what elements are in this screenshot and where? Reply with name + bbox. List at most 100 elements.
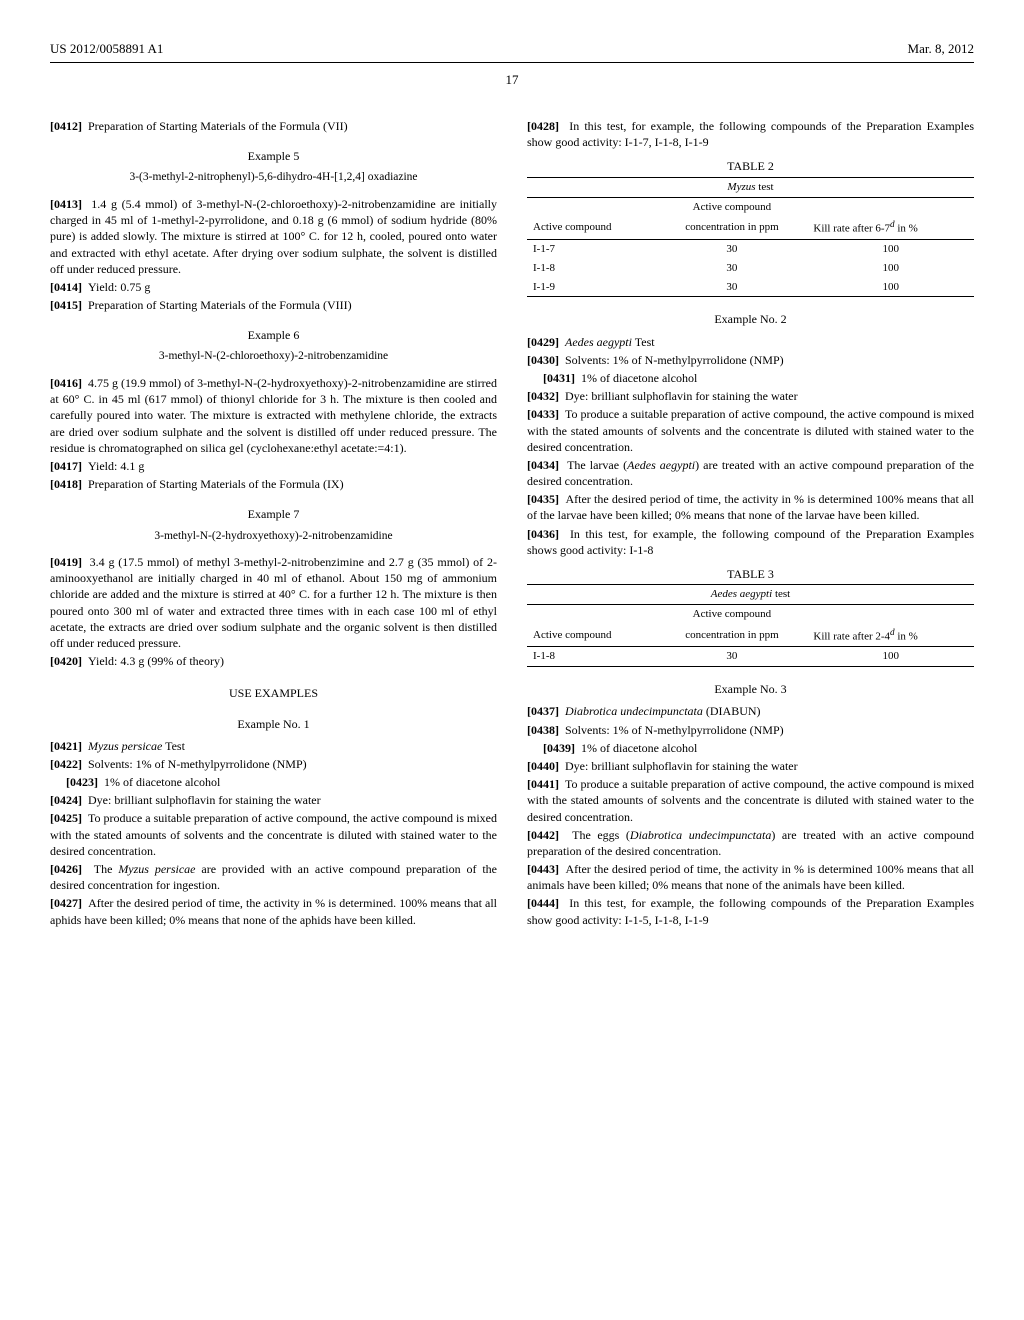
para-text: Solvents: 1% of N-methylpyrrolidone (NMP…	[565, 723, 784, 737]
para-text: Test	[162, 739, 185, 753]
publication-number: US 2012/0058891 A1	[50, 40, 163, 58]
compound-name: 3-methyl-N-(2-chloroethoxy)-2-nitrobenza…	[50, 349, 497, 365]
para-text: Dye: brilliant sulphoflavin for staining…	[565, 759, 798, 773]
species-name: Aedes aegypti	[627, 458, 695, 472]
para-text: Yield: 4.3 g (99% of theory)	[88, 654, 224, 668]
para-number: [0419]	[50, 555, 82, 569]
para-number: [0416]	[50, 376, 82, 390]
table-caption: TABLE 3	[527, 566, 974, 582]
para-number: [0425]	[50, 811, 82, 825]
para-number: [0442]	[527, 828, 559, 842]
para-text: The eggs (	[572, 828, 630, 842]
para-text: Test	[632, 335, 655, 349]
para-number: [0414]	[50, 280, 82, 294]
paragraph: [0431] 1% of diacetone alcohol	[543, 370, 974, 386]
para-number: [0428]	[527, 119, 559, 133]
paragraph: [0428] In this test, for example, the fo…	[527, 118, 974, 150]
para-number: [0433]	[527, 407, 559, 421]
para-text: 1% of diacetone alcohol	[581, 741, 697, 755]
para-text: Solvents: 1% of N-methylpyrrolidone (NMP…	[565, 353, 784, 367]
para-text: Yield: 4.1 g	[88, 459, 144, 473]
paragraph: [0418] Preparation of Starting Materials…	[50, 476, 497, 492]
para-number: [0432]	[527, 389, 559, 403]
paragraph: [0412] Preparation of Starting Materials…	[50, 118, 497, 134]
table-row: I-1-930100	[527, 278, 974, 297]
species-name: Diabrotica undecimpunctata	[630, 828, 771, 842]
para-number: [0423]	[66, 775, 98, 789]
para-number: [0431]	[543, 371, 575, 385]
paragraph: [0442] The eggs (Diabrotica undecimpunct…	[527, 827, 974, 859]
para-number: [0436]	[527, 527, 559, 541]
para-number: [0413]	[50, 197, 82, 211]
example-heading: Example 6	[50, 327, 497, 343]
table-2: TABLE 2 Myzus test Active compound Activ…	[527, 158, 974, 297]
species-name: Diabrotica undecimpunctata	[565, 704, 703, 718]
paragraph: [0441] To produce a suitable preparation…	[527, 776, 974, 825]
col-header	[527, 605, 656, 624]
para-text: The larvae (	[567, 458, 627, 472]
example-heading: Example No. 3	[527, 681, 974, 697]
para-text: After the desired period of time, the ac…	[50, 896, 497, 926]
col-header: Active compound	[527, 624, 656, 647]
para-number: [0427]	[50, 896, 82, 910]
para-number: [0437]	[527, 704, 559, 718]
para-text: To produce a suitable preparation of act…	[527, 407, 974, 453]
paragraph: [0434] The larvae (Aedes aegypti) are tr…	[527, 457, 974, 489]
para-text: After the desired period of time, the ac…	[527, 492, 974, 522]
col-header: Kill rate after 2-4d in %	[807, 624, 974, 647]
para-text: Dye: brilliant sulphoflavin for staining…	[565, 389, 798, 403]
two-column-layout: [0412] Preparation of Starting Materials…	[50, 118, 974, 930]
table-row: I-1-830100	[527, 647, 974, 667]
paragraph: [0423] 1% of diacetone alcohol	[66, 774, 497, 790]
paragraph: [0444] In this test, for example, the fo…	[527, 895, 974, 927]
col-header: Active compound	[527, 216, 656, 239]
example-heading: Example 5	[50, 148, 497, 164]
para-number: [0434]	[527, 458, 559, 472]
para-number: [0420]	[50, 654, 82, 668]
para-number: [0424]	[50, 793, 82, 807]
col-header: Active compound	[656, 605, 807, 624]
publication-date: Mar. 8, 2012	[908, 40, 974, 58]
left-column: [0412] Preparation of Starting Materials…	[50, 118, 497, 930]
para-number: [0421]	[50, 739, 82, 753]
para-text: In this test, for example, the following…	[527, 527, 974, 557]
data-table: Myzus test Active compound Active compou…	[527, 177, 974, 298]
paragraph: [0438] Solvents: 1% of N-methylpyrrolido…	[527, 722, 974, 738]
paragraph: [0430] Solvents: 1% of N-methylpyrrolido…	[527, 352, 974, 368]
paragraph: [0429] Aedes aegypti Test	[527, 334, 974, 350]
example-heading: Example 7	[50, 506, 497, 522]
para-number: [0439]	[543, 741, 575, 755]
para-text: 3.4 g (17.5 mmol) of methyl 3-methyl-2-n…	[50, 555, 497, 650]
data-table: Aedes aegypti test Active compound Activ…	[527, 584, 974, 667]
para-number: [0443]	[527, 862, 559, 876]
para-text: Dye: brilliant sulphoflavin for staining…	[88, 793, 321, 807]
col-header	[527, 197, 656, 216]
para-text: To produce a suitable preparation of act…	[50, 811, 497, 857]
para-number: [0430]	[527, 353, 559, 367]
para-text: Yield: 0.75 g	[88, 280, 150, 294]
para-text: 1% of diacetone alcohol	[104, 775, 220, 789]
table-subcaption: Myzus test	[527, 177, 974, 197]
paragraph: [0416] 4.75 g (19.9 mmol) of 3-methyl-N-…	[50, 375, 497, 456]
para-number: [0444]	[527, 896, 559, 910]
para-number: [0426]	[50, 862, 82, 876]
para-number: [0435]	[527, 492, 559, 506]
para-text: Preparation of Starting Materials of the…	[88, 477, 344, 491]
compound-name: 3-(3-methyl-2-nitrophenyl)-5,6-dihydro-4…	[50, 170, 497, 186]
species-name: Myzus persicae	[88, 739, 162, 753]
section-heading: USE EXAMPLES	[50, 685, 497, 701]
table-row: I-1-730100	[527, 239, 974, 258]
paragraph: [0417] Yield: 4.1 g	[50, 458, 497, 474]
para-number: [0429]	[527, 335, 559, 349]
example-heading: Example No. 2	[527, 311, 974, 327]
paragraph: [0433] To produce a suitable preparation…	[527, 406, 974, 455]
para-number: [0415]	[50, 298, 82, 312]
col-header: concentration in ppm	[656, 216, 807, 239]
paragraph: [0422] Solvents: 1% of N-methylpyrrolido…	[50, 756, 497, 772]
compound-name: 3-methyl-N-(2-hydroxyethoxy)-2-nitrobenz…	[50, 529, 497, 545]
para-number: [0440]	[527, 759, 559, 773]
para-text: (DIABUN)	[703, 704, 761, 718]
para-number: [0418]	[50, 477, 82, 491]
col-header: Active compound	[656, 197, 807, 216]
paragraph: [0420] Yield: 4.3 g (99% of theory)	[50, 653, 497, 669]
